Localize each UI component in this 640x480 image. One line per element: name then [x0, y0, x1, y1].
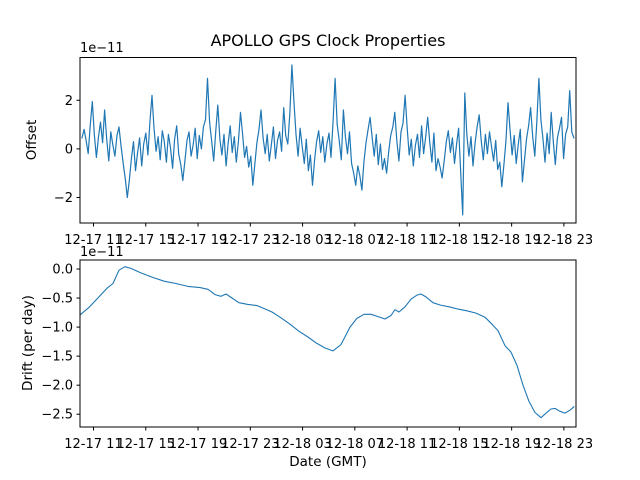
y-tick-label: −2.5 [41, 408, 73, 423]
top-axes-frame [79, 57, 577, 224]
x-tick-label: 12-17 23 [221, 233, 279, 248]
y-tick-label: 0 [65, 142, 73, 157]
x-tick-label: 12-18 23 [535, 437, 593, 452]
y-tick-label: −2 [54, 191, 73, 206]
x-tick-label: 12-18 03 [273, 437, 331, 452]
x-tick-label: 12-17 15 [117, 233, 175, 248]
x-tick-label: 12-18 15 [430, 437, 488, 452]
bottom-axes-frame [79, 259, 577, 428]
x-tick-label: 12-18 07 [326, 437, 384, 452]
x-tick-label: 12-18 03 [273, 233, 331, 248]
y-tick-label: −1.5 [41, 350, 73, 365]
top-y-axis-label: Offset [24, 120, 40, 161]
x-axis-label: Date (GMT) [289, 454, 366, 470]
x-tick-label: 12-18 19 [482, 233, 540, 248]
x-tick-label: 12-18 23 [535, 233, 593, 248]
y-tick-label: 2 [65, 94, 73, 109]
bottom-scale-factor-label: 1e−11 [80, 245, 124, 260]
bottom-y-axis-label: Drift (per day) [20, 295, 36, 391]
x-tick-label: 12-18 07 [326, 233, 384, 248]
x-tick-label: 12-17 15 [117, 437, 175, 452]
drift-series [79, 266, 575, 419]
x-tick-label: 12-18 11 [378, 437, 436, 452]
x-tick-label: 12-17 19 [169, 437, 227, 452]
x-tick-label: 12-17 19 [169, 233, 227, 248]
x-tick-label: 12-18 19 [482, 437, 540, 452]
x-tick-label: 12-17 23 [221, 437, 279, 452]
x-tick-label: 12-17 11 [64, 437, 122, 452]
y-tick-label: 0.0 [52, 263, 73, 278]
x-tick-label: 12-17 11 [64, 233, 122, 248]
offset-series [81, 64, 575, 216]
y-tick-label: −0.5 [41, 292, 73, 307]
y-tick-label: −1.0 [41, 321, 73, 336]
x-tick-label: 12-18 15 [430, 233, 488, 248]
figure-title: APOLLO GPS Clock Properties [211, 31, 446, 50]
y-tick-label: −2.0 [41, 379, 73, 394]
x-tick-label: 12-18 11 [378, 233, 436, 248]
top-scale-factor-label: 1e−11 [80, 41, 124, 56]
